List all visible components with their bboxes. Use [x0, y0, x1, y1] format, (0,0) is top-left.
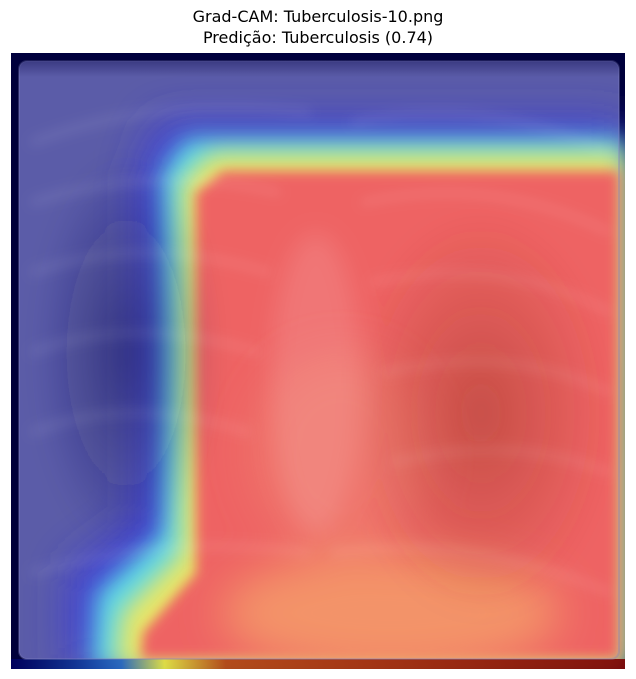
gradcam-overlay-graphic: [11, 53, 625, 669]
figure-title: Grad-CAM: Tuberculosis-10.png Predição: …: [0, 6, 636, 48]
title-line-2: Predição: Tuberculosis (0.74): [202, 28, 434, 47]
title-line-1: Grad-CAM: Tuberculosis-10.png: [192, 7, 444, 26]
gradcam-image: [11, 53, 625, 669]
